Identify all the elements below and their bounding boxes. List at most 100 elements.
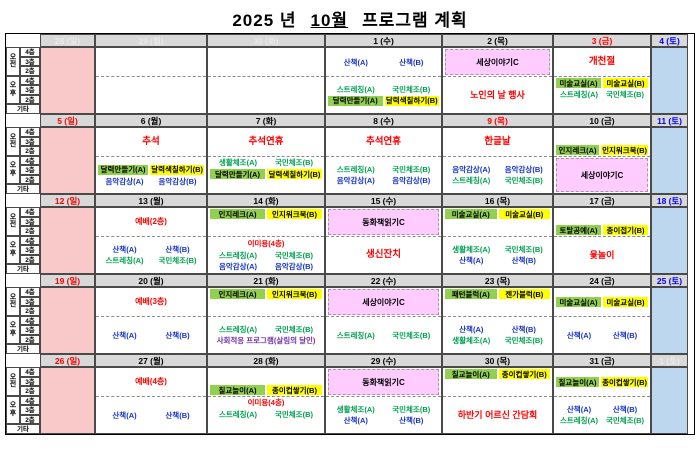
activity-a-highlight: 인지레크(A): [556, 145, 600, 155]
label-floor: 3층: [20, 165, 40, 175]
label-char: 후: [9, 409, 17, 417]
label-char: 오: [9, 53, 17, 61]
afternoon-block: 하반기 어르신 간담회: [443, 397, 552, 433]
day-header: 14 (화): [207, 194, 325, 207]
label-char: 오: [9, 242, 17, 250]
label-floor: 3층: [20, 85, 40, 95]
activity-highlight-pair: 인지레크(A) 인지워크북(B): [210, 289, 322, 299]
activity-b: 산책(B): [399, 416, 424, 425]
event-text: 한글날: [484, 136, 511, 147]
morning-block: 산책(A) 산책(B): [326, 48, 441, 77]
morning-block: 동화책읽기C: [326, 208, 441, 237]
label-char: 오: [9, 162, 17, 170]
day-header: 29 (월): [95, 34, 207, 47]
activity-a-highlight: 토탈공예(A): [556, 225, 601, 235]
event-text: 추석연휴: [366, 136, 401, 147]
day-cell: 칠교놀이(A) 종이컵쌓기(B) 산책(A) 산책(B) 스트레칭(A) 국민체조(B): [553, 367, 651, 434]
activity-b: 국민체조(B): [605, 90, 644, 99]
label-char: 후: [9, 169, 17, 177]
day-header: 12 (일): [40, 194, 95, 207]
afternoon-block: 스트레칭(A) 국민체조(B): [326, 317, 441, 353]
event-text: 추석연휴: [248, 136, 284, 147]
activity-a-highlight: 패턴블럭(A): [445, 289, 497, 299]
afternoon-block: 스트레칭(A) 국민체조(B) 달력만들기(A) 달력색칠하기(B): [326, 77, 441, 113]
activity-a: 스트레칭(A): [336, 330, 375, 340]
activity-b: 국민체조(B): [504, 176, 543, 185]
activity-a: 산책(A): [112, 330, 137, 340]
activity-a: 음악감상(A): [452, 165, 491, 174]
morning-block: 인지레크(A) 인지워크북(B): [208, 288, 324, 317]
day-cell: 미술교실(A) 미술교실(B) 생활체조(A) 국민체조(B) 산책(A) 산책(B): [442, 207, 553, 274]
day-cell: 한글날 음악감상(A) 음악감상(B) 스트레칭(A) 국민체조(B): [442, 127, 553, 194]
activity-b-highlight: 인지워크북(B): [267, 289, 322, 299]
event-banner: 동화책읽기C: [328, 209, 439, 235]
event-text: 윷놀이: [589, 250, 615, 260]
activity-b-highlight: 종이컵쌓기(B): [601, 377, 648, 387]
activity-a: 스트레칭(A): [336, 84, 375, 94]
label-char: 오: [9, 133, 17, 141]
morning-block: 예배(3층): [96, 288, 206, 317]
activity-pair: 산책(A) 산책(B): [98, 245, 204, 254]
day-header: 8 (수): [325, 114, 442, 127]
day-cell: 산책(A) 산책(B) 스트레칭(A) 국민체조(B) 달력만들기(A) 달력색칠하기(B…: [325, 47, 442, 114]
activity-pair: 산책(A) 산책(B): [98, 411, 204, 420]
day-cell: [40, 127, 95, 194]
label-floor: 3층: [20, 216, 40, 226]
day-cell: [40, 367, 95, 434]
event-text: 예배(4층): [135, 377, 167, 386]
day-header: 1 (토): [651, 354, 688, 367]
label-floor: 4층: [20, 155, 40, 165]
day-cell: [651, 207, 688, 274]
activity-b: 국민체조(B): [274, 324, 313, 334]
activity-pair: 스트레칭(A) 국민체조(B): [328, 85, 439, 94]
morning-block: 칠교놀이(A) 종이컵쌓기(B): [208, 368, 324, 397]
day-header: 15 (수): [325, 194, 442, 207]
activity-b-highlight: 종이접기(B): [603, 225, 648, 235]
activity-b: 국민체조(B): [504, 245, 543, 254]
afternoon-block: 산책(A) 산책(B) 생활체조(A) 국민체조(B): [443, 317, 552, 353]
activity-b-highlight: 미술교실(B): [498, 209, 550, 219]
event-text: 추석: [142, 136, 160, 147]
afternoon-block: 생활체조(A) 국민체조(B) 산책(A) 산책(B): [443, 237, 552, 273]
day-cell: 추석 달력만들기(A) 달력색칠하기(B) 음악감상(A) 음악감상(B): [95, 127, 207, 194]
afternoon-block: [208, 77, 324, 113]
day-header: 9 (목): [442, 114, 553, 127]
label-floor: 3층: [20, 56, 40, 66]
activity-b: 산책(B): [399, 57, 424, 67]
activity-pair: 스트레칭(A) 국민체조(B): [328, 331, 439, 340]
activity-pair: 스트레칭(A) 국민체조(B): [210, 251, 322, 260]
day-header: 10 (금): [553, 114, 651, 127]
activity-pair: 산책(A) 산책(B): [445, 256, 550, 265]
label-floor: 4층: [20, 207, 40, 217]
activity-highlight-pair: 인지레크(A) 인지워크북(B): [556, 145, 648, 155]
day-cell: 동화책읽기C 생활체조(A) 국민체조(B) 산책(A) 산책(B): [325, 367, 442, 434]
activity-b: 국민체조(B): [274, 158, 313, 167]
activity-a: 산책(A): [566, 405, 592, 414]
title-month: 10월: [310, 11, 349, 30]
activity-b-highlight: 종이컵쌓기(B): [498, 369, 550, 379]
morning-block: [96, 48, 206, 77]
activity-b-highlight: 미술교실(B): [603, 297, 648, 307]
activity-a: 산책(A): [459, 256, 484, 265]
day-cell: [40, 287, 95, 354]
day-cell: 예배(3층) 산책(A) 산책(B): [95, 287, 207, 354]
label-char: 오: [9, 402, 17, 410]
day-header: 11 (토): [651, 114, 688, 127]
activity-pair: 산책(A) 산책(B): [328, 58, 439, 67]
event-banner: 세상이야기C: [556, 158, 648, 192]
activity-a: 스트레칭(A): [218, 410, 257, 419]
activity-a-highlight: 미술교실(A): [556, 78, 601, 88]
day-header: 26 (일): [40, 354, 95, 367]
activity-highlight-pair: 패턴블럭(A) 젠가블럭(B): [445, 289, 550, 299]
label-char: 전: [9, 221, 17, 229]
activity-a: 산책(A): [566, 330, 592, 340]
activity-b: 국민체조(B): [274, 410, 313, 419]
day-header: 2 (목): [442, 34, 553, 47]
morning-block: 동화책읽기C: [326, 368, 441, 397]
day-header: 30 (화): [207, 34, 325, 47]
activity-pair: 스트레칭(A) 국민체조(B): [445, 176, 550, 185]
afternoon-block: 산책(A) 산책(B) 스트레칭(A) 국민체조(B): [96, 237, 206, 273]
